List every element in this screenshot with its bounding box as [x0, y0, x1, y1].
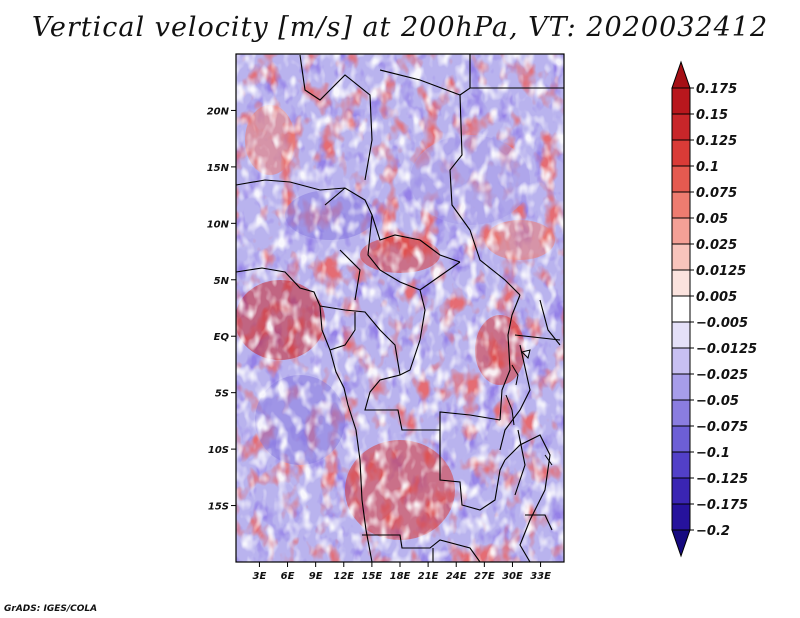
colorbar-label: −0.05 [696, 394, 739, 409]
colorbar-label: 0.025 [696, 238, 737, 253]
colorbar-label: −0.075 [696, 420, 748, 435]
colorbar-label: 0.125 [696, 134, 737, 149]
colorbar-label: −0.175 [696, 498, 748, 513]
colorbar-swatch [671, 347, 691, 375]
lat-tick-label: EQ [214, 332, 230, 343]
lat-tick-label: 10N [207, 219, 230, 230]
lon-tick-label: 27E [474, 571, 495, 582]
colorbar-label: −0.2 [696, 524, 730, 539]
lon-tick-label: 6E [281, 571, 295, 582]
lat-tick-label: 15N [207, 163, 230, 174]
latitude-axis: 20N 15N 10N 5N EQ 5S 10S 15S [207, 106, 236, 513]
colorbar-label: 0.0125 [696, 264, 746, 279]
political-boundaries [236, 54, 564, 562]
lon-tick-label: 12E [333, 571, 354, 582]
colorbar-swatch [671, 477, 691, 505]
colorbar-label: 0.05 [696, 212, 728, 227]
colorbar-label: 0.15 [696, 108, 728, 123]
colorbar-swatch [671, 113, 691, 141]
lat-tick-label: 20N [207, 106, 230, 117]
colorbar-label: −0.0125 [696, 342, 757, 357]
lat-tick-label: 10S [208, 445, 229, 456]
lat-tick-label: 5N [214, 276, 230, 287]
lon-tick-label: 15E [362, 571, 383, 582]
colorbar-label: −0.1 [696, 446, 730, 461]
colorbar-swatch [671, 373, 691, 401]
colorbar-label: 0.175 [696, 82, 737, 97]
colorbar-swatch [671, 165, 691, 193]
lat-tick-label: 15S [208, 502, 229, 513]
colorbar-swatch [671, 295, 691, 323]
colorbar-swatch [671, 139, 691, 167]
colorbar-swatch [671, 529, 691, 558]
colorbar-swatch [671, 87, 691, 115]
lon-tick-label: 3E [253, 571, 267, 582]
map-title: Vertical velocity [m/s] at 200hPa, VT: 2… [31, 12, 769, 43]
lon-tick-label: 33E [530, 571, 551, 582]
colorbar-swatch [671, 60, 691, 89]
colorbar-label: −0.005 [696, 316, 748, 331]
lon-tick-label: 9E [309, 571, 323, 582]
colorbar-swatch [671, 503, 691, 531]
grads-credit: GrADS: IGES/COLA [4, 604, 98, 614]
colorbar-swatch [671, 217, 691, 245]
colorbar-swatch [671, 425, 691, 453]
colorbar-swatch [671, 321, 691, 349]
colorbar-swatch [671, 243, 691, 271]
colorbar-label: 0.1 [696, 160, 719, 175]
colorbar-swatch [671, 451, 691, 479]
colorbar-label: 0.005 [696, 290, 737, 305]
longitude-axis: 3E 6E 9E 12E 15E 18E 21E 24E 27E 30E 33E [253, 562, 551, 582]
lon-tick-label: 18E [390, 571, 411, 582]
colorbar-swatch [671, 191, 691, 219]
colorbar-swatch [671, 269, 691, 297]
lon-tick-label: 30E [502, 571, 523, 582]
lon-tick-label: 24E [446, 571, 467, 582]
lat-tick-label: 5S [215, 389, 229, 400]
lon-tick-label: 21E [418, 571, 439, 582]
lakes [505, 349, 553, 466]
colorbar-label: −0.025 [696, 368, 748, 383]
colorbar-label: 0.075 [696, 186, 737, 201]
colorbar-label: −0.125 [696, 472, 748, 487]
vertical-velocity-field [236, 54, 564, 562]
colorbar-swatch [671, 399, 691, 427]
colorbar: 0.175 0.15 0.125 0.1 0.075 0.05 0.025 0.0125 0.0… [671, 60, 757, 558]
